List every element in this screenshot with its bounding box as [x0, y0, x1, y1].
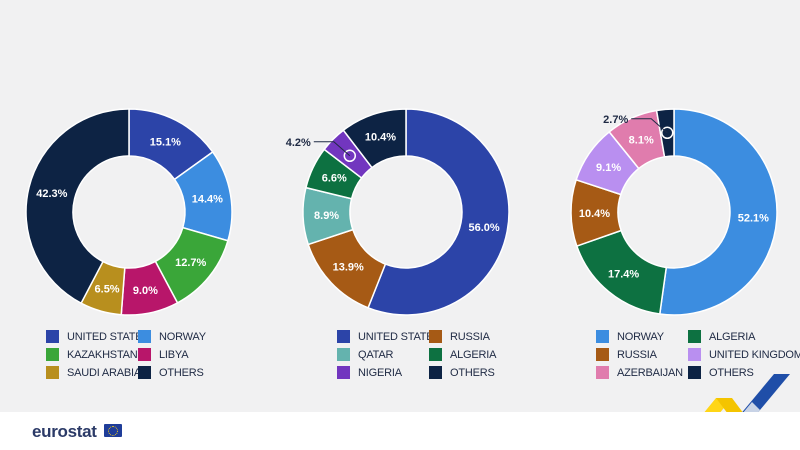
- legend-item-others: OTHERS: [429, 366, 495, 379]
- chart-1-data-label-2: 14.4%: [192, 194, 223, 206]
- legend-item-norway: NORWAY: [596, 330, 664, 343]
- legend-swatch: [138, 366, 151, 379]
- legend-label: LIBYA: [159, 348, 189, 361]
- chart-1-data-label-6: 42.3%: [36, 188, 67, 200]
- legend-swatch: [337, 330, 350, 343]
- chart-3-data-label-4: 9.1%: [596, 162, 621, 174]
- legend-swatch: [429, 348, 442, 361]
- chart-1-data-label-1: 15.1%: [150, 136, 181, 148]
- legend-swatch: [429, 366, 442, 379]
- legend-label: SAUDI ARABIA: [67, 366, 142, 379]
- legend-swatch: [138, 348, 151, 361]
- legend-swatch: [46, 330, 59, 343]
- chart-1-data-label-3: 12.7%: [175, 257, 206, 269]
- legend-label: RUSSIA: [450, 330, 490, 343]
- legend-item-others: OTHERS: [138, 366, 204, 379]
- chart-2-data-label-3: 8.9%: [314, 210, 339, 222]
- legend-item-united-kingdom: UNITED KINGDOM: [688, 348, 800, 361]
- legend-label: RUSSIA: [617, 348, 657, 361]
- chart-3-data-label-3: 10.4%: [579, 208, 610, 220]
- legend-swatch: [688, 348, 701, 361]
- eurostat-logo-text: eurostat: [32, 422, 97, 441]
- legend-label: QATAR: [358, 348, 394, 361]
- chart-1-data-label-5: 6.5%: [95, 283, 120, 295]
- chart-2-slice-united-states: [367, 108, 510, 316]
- legend-label: KAZAKHSTAN: [67, 348, 138, 361]
- chart-2-data-label-5: 4.2%: [286, 137, 311, 149]
- legend-swatch: [596, 348, 609, 361]
- chart-2-slice-others: [342, 108, 407, 169]
- legend-item-norway: NORWAY: [138, 330, 206, 343]
- legend-label: ALGERIA: [450, 348, 497, 361]
- legend-label: OTHERS: [450, 366, 495, 379]
- chart-3-data-label-5: 8.1%: [629, 135, 654, 147]
- chart-1-data-label-4: 9.0%: [133, 285, 158, 297]
- legend-label: NORWAY: [159, 330, 206, 343]
- legend-item-algeria: ALGERIA: [429, 348, 496, 361]
- legend-swatch: [596, 366, 609, 379]
- legend-label: UNITED STATES: [358, 330, 441, 343]
- chart-2-data-label-6: 10.4%: [365, 132, 396, 144]
- legend-label: AZERBAIJAN: [617, 366, 683, 379]
- legend-swatch: [138, 330, 151, 343]
- legend-item-russia: RUSSIA: [429, 330, 490, 343]
- legend-item-qatar: QATAR: [337, 348, 393, 361]
- legend-item-russia: RUSSIA: [596, 348, 657, 361]
- legend-label: OTHERS: [709, 366, 754, 379]
- chart-3-data-label-1: 52.1%: [738, 213, 769, 225]
- legend-swatch: [337, 348, 350, 361]
- chart-2-data-label-1: 56.0%: [468, 222, 499, 234]
- legend-swatch: [337, 366, 350, 379]
- legend-swatch: [688, 330, 701, 343]
- chart-3-data-label-2: 17.4%: [608, 269, 639, 281]
- legend-item-united-states: UNITED STATES: [337, 330, 441, 343]
- chart-3-callout-line: [631, 118, 668, 134]
- legend-label: NORWAY: [617, 330, 664, 343]
- legend-label: UNITED STATES: [67, 330, 150, 343]
- footer: eurostat: [0, 412, 800, 450]
- legend-swatch: [596, 330, 609, 343]
- legend-item-united-states: UNITED STATES: [46, 330, 150, 343]
- legend-item-saudi-arabia: SAUDI ARABIA: [46, 366, 141, 379]
- chart-1-slice-others: [25, 108, 130, 305]
- legend-item-azerbaijan: AZERBAIJAN: [596, 366, 683, 379]
- chart-2-callout-line: [313, 141, 351, 157]
- chart-2-data-label-2: 13.9%: [333, 262, 364, 274]
- legend-swatch: [46, 348, 59, 361]
- legend-label: NIGERIA: [358, 366, 402, 379]
- chart-2-data-label-4: 6.6%: [322, 173, 347, 185]
- legend-label: UNITED KINGDOM: [709, 348, 800, 361]
- eu-flag-icon: [104, 424, 122, 437]
- legend-item-kazakhstan: KAZAKHSTAN: [46, 348, 138, 361]
- legend-item-others: OTHERS: [688, 366, 754, 379]
- chart-3-slice-norway: [658, 108, 778, 316]
- legend-swatch: [429, 330, 442, 343]
- legend-label: ALGERIA: [709, 330, 756, 343]
- legend-label: OTHERS: [159, 366, 204, 379]
- legend-swatch: [688, 366, 701, 379]
- legend-swatch: [46, 366, 59, 379]
- legend-item-libya: LIBYA: [138, 348, 189, 361]
- legend-item-nigeria: NIGERIA: [337, 366, 402, 379]
- chart-3-data-label-6: 2.7%: [603, 114, 628, 126]
- legend-item-algeria: ALGERIA: [688, 330, 755, 343]
